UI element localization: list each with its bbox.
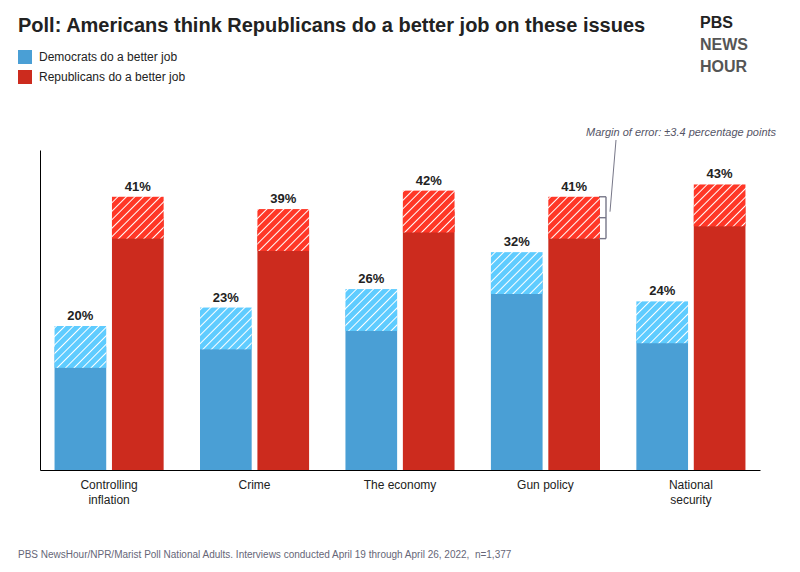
moe-band <box>491 252 543 294</box>
x-tick-label: Crime <box>239 478 271 492</box>
data-label: 43% <box>707 166 733 181</box>
logo-text: PBS <box>700 14 733 31</box>
data-label: 24% <box>649 283 675 298</box>
annotation: Margin of error: ±3.4 percentage points <box>586 126 777 138</box>
x-tick-label: The economy <box>364 478 437 492</box>
bar <box>200 328 252 470</box>
legend-item: Democrats do a better job <box>18 50 177 64</box>
series <box>112 184 745 470</box>
legend-label: Republicans do a better job <box>39 70 185 84</box>
legend-swatch <box>18 70 32 84</box>
data-label: 41% <box>125 179 151 194</box>
bracket-tick <box>599 196 606 197</box>
data-label: 26% <box>358 271 384 286</box>
data-label: 42% <box>416 173 442 188</box>
data-label: 23% <box>213 290 239 305</box>
legend-swatch <box>18 50 32 64</box>
moe-band <box>636 301 688 343</box>
chart: Poll: Americans think Republicans do a b… <box>0 0 800 572</box>
data-label: 39% <box>270 191 296 206</box>
moe-band <box>257 209 309 251</box>
moe-band <box>112 197 164 239</box>
logo-text: NEWS <box>700 36 748 53</box>
legend: Democrats do a better job Republicans do … <box>18 50 185 84</box>
moe-band <box>548 197 600 239</box>
bars <box>55 184 746 470</box>
data-labels: 20% 23% 26% 32% 24% 41% 39% 42% 41% 43% <box>67 166 733 323</box>
moe-band <box>694 184 746 226</box>
y-axis <box>40 151 41 471</box>
annotation-connector <box>610 140 616 212</box>
data-label: 32% <box>504 234 530 249</box>
x-axis: Controllinginflation Crime The economy Gun … <box>41 470 761 507</box>
x-tick: Controllinginflation <box>80 470 137 507</box>
logo-text: HOUR <box>700 58 748 75</box>
x-tick: Crime <box>239 470 271 492</box>
x-tick: Gun policy <box>517 470 574 492</box>
footnote: PBS NewsHour/NPR/Marist Poll National Ad… <box>18 549 512 560</box>
x-tick: The economy <box>364 470 437 492</box>
x-tick: Nationalsecurity <box>669 470 713 507</box>
moe-band <box>345 289 397 331</box>
moe-band <box>55 326 107 368</box>
bar <box>403 212 455 470</box>
bar <box>257 230 309 470</box>
bar <box>491 273 543 470</box>
moe-band <box>403 191 455 233</box>
x-axis-line <box>41 470 761 471</box>
bar <box>345 310 397 470</box>
moe-band <box>200 308 252 350</box>
x-tick-label: Controllinginflation <box>80 478 137 507</box>
y-axis-line <box>40 151 41 471</box>
bar <box>694 205 746 470</box>
bar <box>636 322 688 470</box>
bracket-tick <box>599 238 606 239</box>
legend-item: Republicans do a better job <box>18 70 185 84</box>
moe-bracket <box>599 197 606 239</box>
bar <box>112 218 164 470</box>
data-label: 20% <box>67 308 93 323</box>
title: Poll: Americans think Republicans do a b… <box>18 14 645 36</box>
data-label: 41% <box>561 179 587 194</box>
bracket-tick <box>599 217 606 218</box>
x-tick-label: Nationalsecurity <box>669 478 713 507</box>
legend-label: Democrats do a better job <box>39 50 177 64</box>
x-tick-label: Gun policy <box>517 478 574 492</box>
bar <box>548 218 600 470</box>
